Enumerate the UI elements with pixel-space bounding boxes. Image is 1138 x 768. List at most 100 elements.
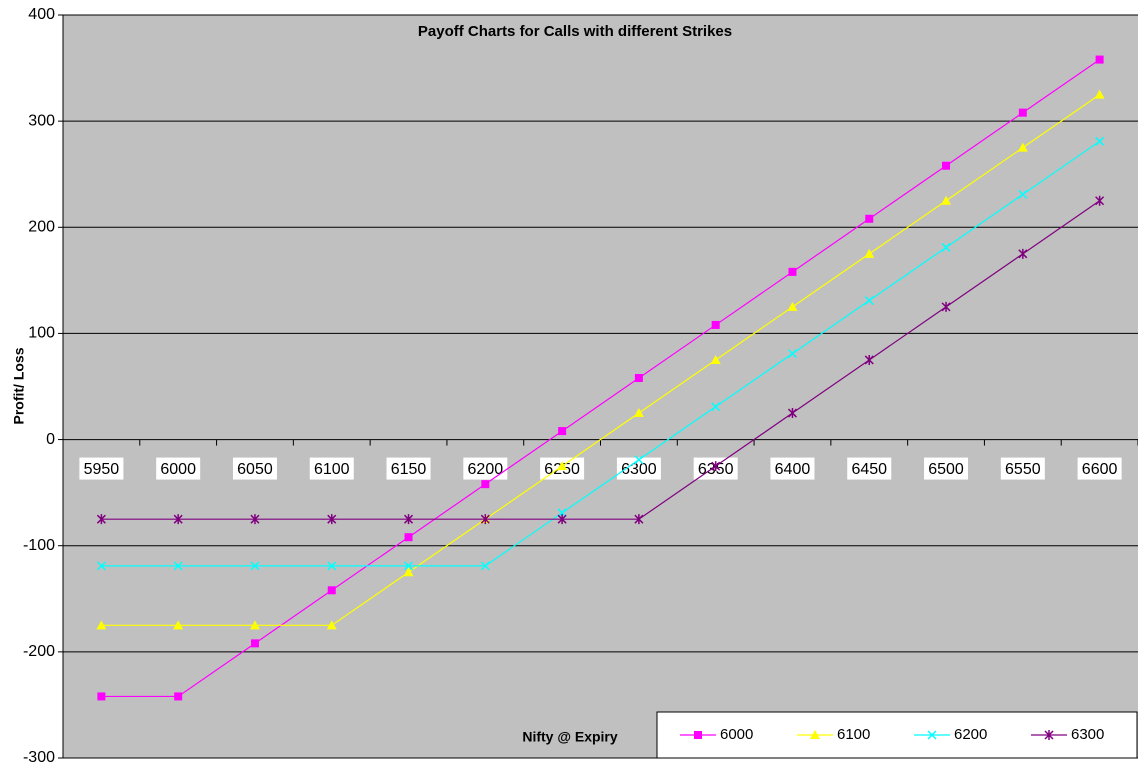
marker — [96, 561, 106, 571]
marker — [787, 301, 798, 311]
marker — [788, 267, 797, 276]
y-tick-label: 100 — [28, 325, 55, 342]
marker — [327, 561, 337, 571]
series-line — [101, 140, 1100, 567]
marker — [404, 514, 414, 525]
marker — [694, 731, 702, 739]
x-tick-label: 6200 — [468, 461, 504, 478]
marker — [558, 427, 567, 436]
x-tick-label: 6100 — [314, 461, 350, 478]
y-axis-label: Profit/ Loss — [11, 347, 27, 424]
x-label-box — [386, 457, 431, 480]
marker — [249, 620, 260, 630]
marker — [97, 692, 106, 701]
x-tick-label: 6000 — [160, 461, 196, 478]
marker — [404, 561, 414, 571]
legend-label: 6000 — [720, 726, 753, 743]
y-tick-label: 300 — [28, 112, 55, 129]
marker — [864, 354, 874, 365]
marker — [711, 320, 720, 329]
x-axis-label: Nifty @ Expiry — [522, 729, 618, 745]
marker — [865, 214, 874, 223]
marker — [711, 461, 721, 472]
legend-label: 6200 — [954, 726, 987, 743]
marker — [941, 195, 952, 205]
y-tick-label: 0 — [46, 431, 55, 448]
x-tick-label: 6500 — [928, 461, 964, 478]
marker — [327, 586, 336, 595]
x-tick-label: 6050 — [237, 461, 273, 478]
marker — [1095, 55, 1104, 64]
x-label-box — [770, 457, 815, 480]
marker — [941, 301, 951, 312]
x-tick-label: 6150 — [391, 461, 427, 478]
marker — [250, 561, 260, 571]
x-label-box — [79, 457, 124, 480]
marker — [941, 242, 951, 252]
marker — [250, 514, 260, 525]
x-label-box — [463, 457, 508, 480]
x-tick-label: 6550 — [1005, 461, 1041, 478]
marker — [557, 514, 567, 525]
marker — [96, 514, 106, 525]
chart-title: Payoff Charts for Calls with different S… — [418, 23, 732, 40]
marker — [942, 161, 951, 170]
y-tick-label: 400 — [28, 6, 55, 23]
marker — [1018, 248, 1028, 259]
marker — [557, 461, 568, 471]
x-tick-label: 6600 — [1082, 461, 1118, 478]
x-label-box — [1000, 457, 1045, 480]
marker — [96, 620, 107, 630]
marker — [403, 567, 414, 577]
x-label-box — [616, 457, 661, 480]
marker — [864, 248, 875, 258]
y-tick-label: 200 — [28, 219, 55, 236]
x-label-box — [309, 457, 354, 480]
marker — [633, 408, 644, 418]
marker — [326, 620, 337, 630]
series-line — [101, 200, 1100, 520]
marker — [1018, 108, 1027, 117]
marker — [634, 374, 643, 383]
marker — [1017, 142, 1028, 152]
marker — [404, 533, 413, 542]
marker — [250, 639, 259, 648]
x-label-box — [232, 457, 277, 480]
marker — [1094, 89, 1105, 99]
marker — [173, 620, 184, 630]
marker — [1018, 189, 1028, 199]
marker — [1044, 730, 1054, 740]
marker — [710, 354, 721, 364]
marker — [480, 514, 490, 525]
marker — [480, 561, 490, 571]
legend-label: 6300 — [1071, 726, 1104, 743]
legend-label: 6100 — [837, 726, 870, 743]
marker — [173, 514, 183, 525]
marker — [711, 402, 721, 412]
y-tick-label: -200 — [23, 643, 55, 660]
marker — [1095, 195, 1105, 206]
x-label-box — [847, 457, 892, 480]
marker — [864, 295, 874, 306]
marker — [634, 514, 644, 525]
marker — [634, 455, 644, 465]
marker — [787, 408, 797, 419]
marker — [927, 730, 937, 740]
x-tick-label: 6400 — [775, 461, 811, 478]
x-label-box — [1077, 457, 1122, 480]
x-label-box — [156, 457, 201, 480]
y-tick-label: -100 — [23, 537, 55, 554]
x-tick-label: 6450 — [851, 461, 887, 478]
plot-area — [63, 15, 1138, 758]
marker — [174, 692, 183, 701]
x-label-box — [924, 457, 969, 480]
y-tick-label: -300 — [23, 749, 55, 766]
x-tick-label: 6300 — [621, 461, 657, 478]
marker — [1095, 136, 1105, 146]
series-line — [101, 59, 1100, 698]
marker — [810, 730, 820, 739]
marker — [481, 480, 490, 489]
marker — [327, 514, 337, 525]
series-line — [101, 94, 1100, 626]
